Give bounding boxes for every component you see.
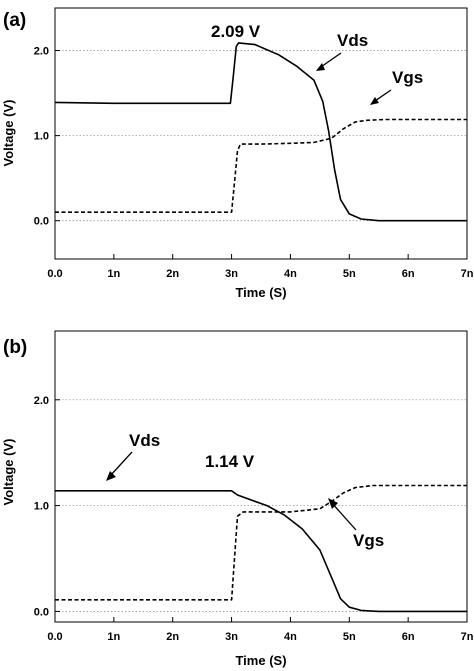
annotation-vds-arrowhead — [316, 63, 325, 71]
x-axis-label: Time (S) — [235, 285, 286, 300]
x-tick-label: 5n — [343, 268, 356, 280]
x-ticks: 0.0 1n 2n 3n 4n 5n 6n 7n — [47, 254, 474, 280]
annotation-vds-label: Vds — [129, 431, 160, 450]
y-axis-label: Voltage (V) — [1, 100, 16, 167]
x-tick-label: 4n — [284, 268, 297, 280]
chart-panel-b: 0.0 1n 2n 3n 4n 5n 6n 7n 0.0 1.0 2.0 (b) Time (S)… — [1, 330, 474, 668]
x-tick-label: 5n — [343, 631, 356, 643]
x-tick-label: 2n — [166, 268, 179, 280]
annotation-peak-value: 1.14 V — [205, 452, 255, 471]
x-axis-label: Time (S) — [235, 653, 286, 668]
y-axis-label: Voltage (V) — [1, 439, 16, 506]
series-vgs-line — [55, 484, 467, 601]
y-tick-label: 2.0 — [34, 395, 49, 407]
x-tick-label: 2n — [166, 631, 179, 643]
annotation-vgs-label: Vgs — [353, 531, 384, 550]
series-lines — [54, 42, 467, 222]
x-tick-label: 6n — [402, 268, 415, 280]
plot-frame — [54, 7, 468, 260]
plot-frame — [54, 330, 468, 623]
y-tick-label: 0.0 — [34, 606, 49, 618]
x-tick-label: 4n — [284, 631, 297, 643]
x-tick-label: 7n — [461, 631, 474, 643]
x-tick-label: 7n — [461, 268, 474, 280]
y-ticks: 0.0 1.0 2.0 — [34, 395, 60, 618]
annotation-vgs-arrowhead — [328, 498, 338, 509]
x-tick-label: 3n — [225, 268, 238, 280]
annotation-vgs-label: Vgs — [392, 68, 423, 87]
x-tick-label: 1n — [107, 631, 120, 643]
annotation-vgs-arrowhead — [370, 97, 379, 105]
panel-label: (b) — [3, 337, 27, 358]
x-tick-label: 0.0 — [47, 268, 62, 280]
y-tick-label: 1.0 — [34, 501, 49, 513]
series-vds-line — [54, 42, 467, 222]
annotation-vgs-arrow — [330, 501, 357, 531]
annotation-vds-label: Vds — [337, 31, 368, 50]
panel-label: (a) — [3, 10, 26, 31]
y-tick-label: 1.0 — [34, 131, 49, 143]
y-ticks: 0.0 1.0 2.0 — [34, 46, 60, 228]
annotation-vds-arrowhead — [106, 471, 116, 481]
annotation-peak-value: 2.09 V — [211, 22, 261, 41]
chart-panel-a: 0.0 1n 2n 3n 4n 5n 6n 7n 0.0 1.0 2.0 (a) Time (S)… — [1, 7, 474, 300]
x-ticks: 0.0 1n 2n 3n 4n 5n 6n 7n — [47, 617, 474, 643]
x-tick-label: 1n — [107, 268, 120, 280]
x-tick-label: 0.0 — [47, 631, 62, 643]
x-tick-label: 6n — [402, 631, 415, 643]
y-tick-label: 0.0 — [34, 216, 49, 228]
series-lines — [55, 484, 467, 613]
series-vgs-line — [55, 118, 467, 213]
annotation-vds-arrow — [109, 451, 133, 477]
series-vds-line — [55, 490, 467, 613]
y-tick-label: 2.0 — [34, 46, 49, 58]
gridlines — [55, 399, 467, 612]
x-tick-label: 3n — [225, 631, 238, 643]
